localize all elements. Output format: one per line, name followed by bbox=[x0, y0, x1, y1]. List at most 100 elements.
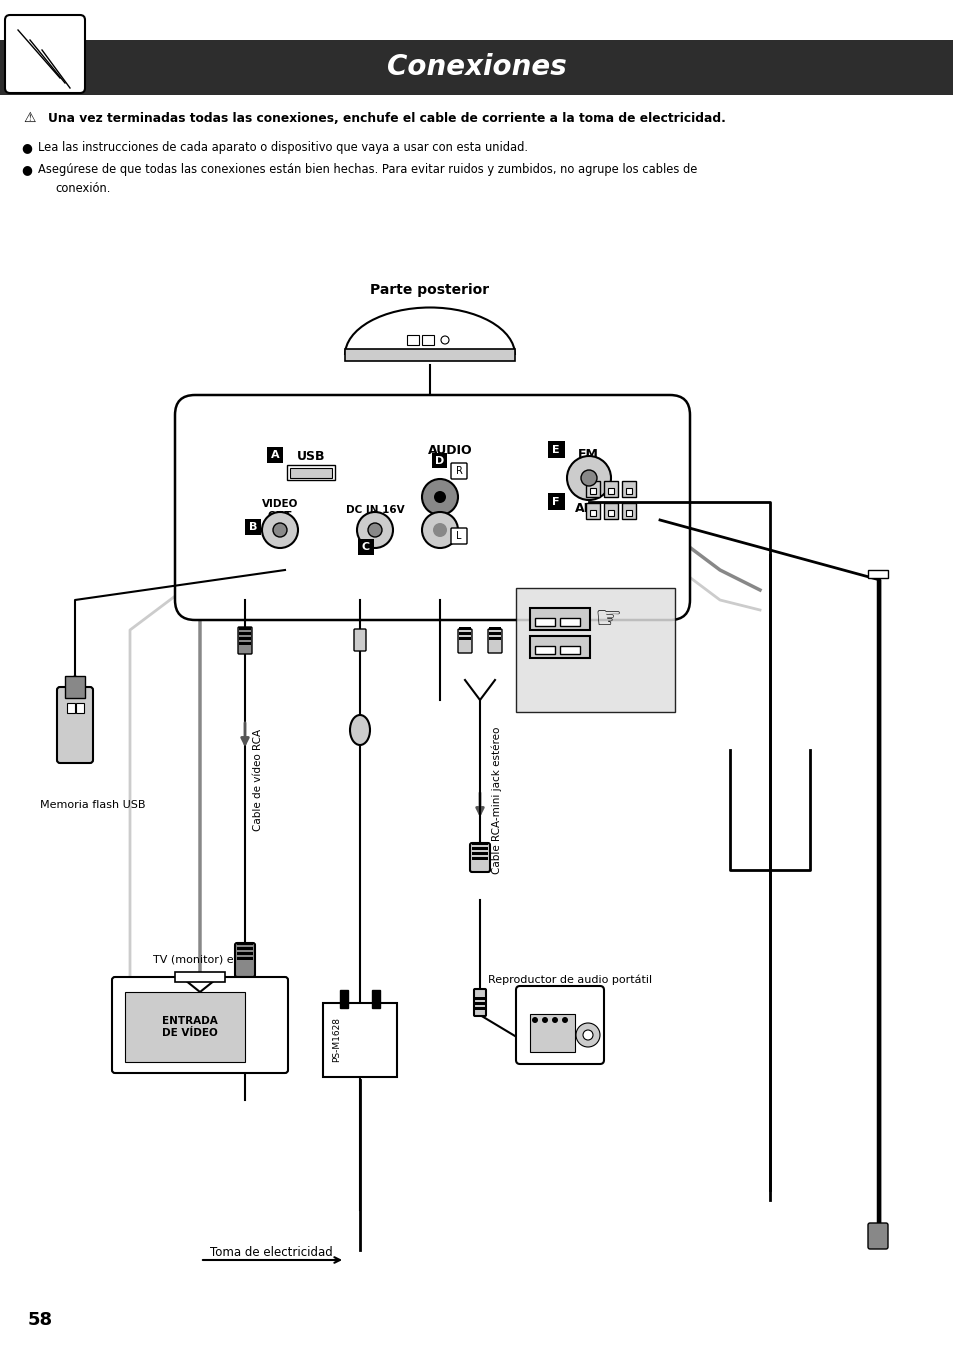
FancyBboxPatch shape bbox=[323, 1003, 396, 1077]
Bar bbox=[489, 627, 500, 630]
Bar bbox=[559, 646, 579, 654]
Bar bbox=[236, 948, 253, 950]
Bar bbox=[621, 503, 636, 519]
Bar bbox=[290, 468, 332, 479]
Bar bbox=[559, 617, 579, 625]
Circle shape bbox=[541, 1016, 547, 1023]
Text: TV (monitor) etc.: TV (monitor) etc. bbox=[152, 954, 247, 965]
FancyBboxPatch shape bbox=[0, 40, 953, 94]
FancyBboxPatch shape bbox=[57, 687, 92, 763]
Text: 58: 58 bbox=[28, 1312, 53, 1329]
Bar bbox=[236, 952, 253, 954]
FancyBboxPatch shape bbox=[516, 985, 603, 1064]
Bar bbox=[625, 488, 631, 493]
Bar bbox=[867, 570, 887, 578]
Circle shape bbox=[368, 523, 381, 537]
Text: Toma de electricidad: Toma de electricidad bbox=[210, 1247, 333, 1259]
Bar bbox=[607, 510, 614, 516]
Bar bbox=[239, 632, 251, 635]
Bar bbox=[174, 972, 225, 981]
Text: D: D bbox=[435, 456, 444, 466]
Bar bbox=[239, 627, 251, 630]
Bar bbox=[239, 638, 251, 640]
FancyBboxPatch shape bbox=[488, 630, 501, 652]
Bar bbox=[472, 852, 488, 855]
Bar bbox=[458, 627, 471, 630]
Bar bbox=[345, 349, 515, 361]
FancyBboxPatch shape bbox=[457, 630, 472, 652]
FancyBboxPatch shape bbox=[516, 588, 675, 712]
Text: Parte posterior: Parte posterior bbox=[370, 283, 489, 297]
Circle shape bbox=[433, 523, 447, 537]
Bar bbox=[547, 493, 564, 510]
Text: Lea las instrucciones de cada aparato o dispositivo que vaya a usar con esta uni: Lea las instrucciones de cada aparato o … bbox=[38, 142, 527, 155]
Text: R: R bbox=[456, 466, 462, 476]
FancyBboxPatch shape bbox=[470, 842, 490, 872]
Text: ●: ● bbox=[22, 163, 32, 177]
Bar bbox=[535, 617, 555, 625]
Text: E: E bbox=[552, 445, 559, 456]
Bar bbox=[339, 989, 348, 1008]
Bar bbox=[125, 992, 245, 1062]
FancyBboxPatch shape bbox=[5, 15, 85, 93]
Circle shape bbox=[532, 1016, 537, 1023]
Text: A: A bbox=[271, 450, 279, 460]
Text: F: F bbox=[552, 497, 559, 507]
Bar bbox=[472, 847, 488, 851]
Bar bbox=[603, 503, 618, 519]
Text: conexión.: conexión. bbox=[55, 182, 111, 194]
Text: Una vez terminadas todas las conexiones, enchufe el cable de corriente a la toma: Una vez terminadas todas las conexiones,… bbox=[48, 112, 725, 124]
Bar bbox=[472, 857, 488, 860]
Circle shape bbox=[582, 1030, 593, 1041]
Text: Reproductor de audio portátil: Reproductor de audio portátil bbox=[487, 975, 652, 985]
Bar bbox=[475, 1007, 484, 1010]
Bar bbox=[489, 638, 500, 640]
Circle shape bbox=[440, 336, 449, 344]
Text: DC IN 16V: DC IN 16V bbox=[345, 506, 404, 515]
Bar bbox=[432, 453, 447, 468]
Bar bbox=[625, 510, 631, 516]
FancyBboxPatch shape bbox=[234, 944, 254, 977]
Bar bbox=[603, 481, 618, 497]
Bar bbox=[76, 704, 84, 713]
Bar bbox=[475, 1002, 484, 1006]
Text: PS-M1628: PS-M1628 bbox=[332, 1018, 340, 1062]
Ellipse shape bbox=[350, 714, 370, 745]
Bar bbox=[530, 1014, 575, 1051]
FancyBboxPatch shape bbox=[354, 630, 366, 651]
Circle shape bbox=[561, 1016, 567, 1023]
FancyBboxPatch shape bbox=[451, 528, 467, 545]
Bar bbox=[458, 638, 471, 640]
Bar bbox=[589, 510, 596, 516]
Bar bbox=[585, 481, 599, 497]
Text: ☞: ☞ bbox=[594, 605, 621, 635]
Text: AM: AM bbox=[575, 501, 597, 515]
Circle shape bbox=[421, 479, 457, 515]
Bar bbox=[357, 539, 374, 555]
Bar bbox=[530, 636, 589, 658]
Bar bbox=[535, 646, 555, 654]
Text: FM: FM bbox=[578, 449, 598, 461]
FancyBboxPatch shape bbox=[174, 395, 689, 620]
Bar bbox=[67, 704, 75, 713]
Circle shape bbox=[580, 470, 597, 487]
Bar bbox=[372, 989, 379, 1008]
Text: VIDEO
OUT: VIDEO OUT bbox=[261, 499, 298, 520]
Bar bbox=[65, 675, 85, 698]
FancyBboxPatch shape bbox=[451, 462, 467, 479]
Bar bbox=[607, 488, 614, 493]
Circle shape bbox=[434, 491, 446, 503]
Text: ⚠: ⚠ bbox=[24, 111, 36, 125]
FancyBboxPatch shape bbox=[237, 627, 252, 654]
Text: Cable RCA-mini jack estéreo: Cable RCA-mini jack estéreo bbox=[492, 727, 502, 874]
Bar bbox=[421, 336, 434, 345]
Text: B: B bbox=[249, 522, 257, 532]
Text: Asegúrese de que todas las conexiones están bien hechas. Para evitar ruidos y zu: Asegúrese de que todas las conexiones es… bbox=[38, 163, 697, 177]
Bar bbox=[243, 989, 247, 1002]
Text: Memoria flash USB: Memoria flash USB bbox=[40, 799, 146, 810]
Text: C: C bbox=[361, 542, 370, 551]
Bar bbox=[407, 336, 418, 345]
Text: AUDIO: AUDIO bbox=[427, 443, 472, 457]
Text: Conexiones: Conexiones bbox=[387, 53, 566, 81]
Circle shape bbox=[421, 512, 457, 549]
